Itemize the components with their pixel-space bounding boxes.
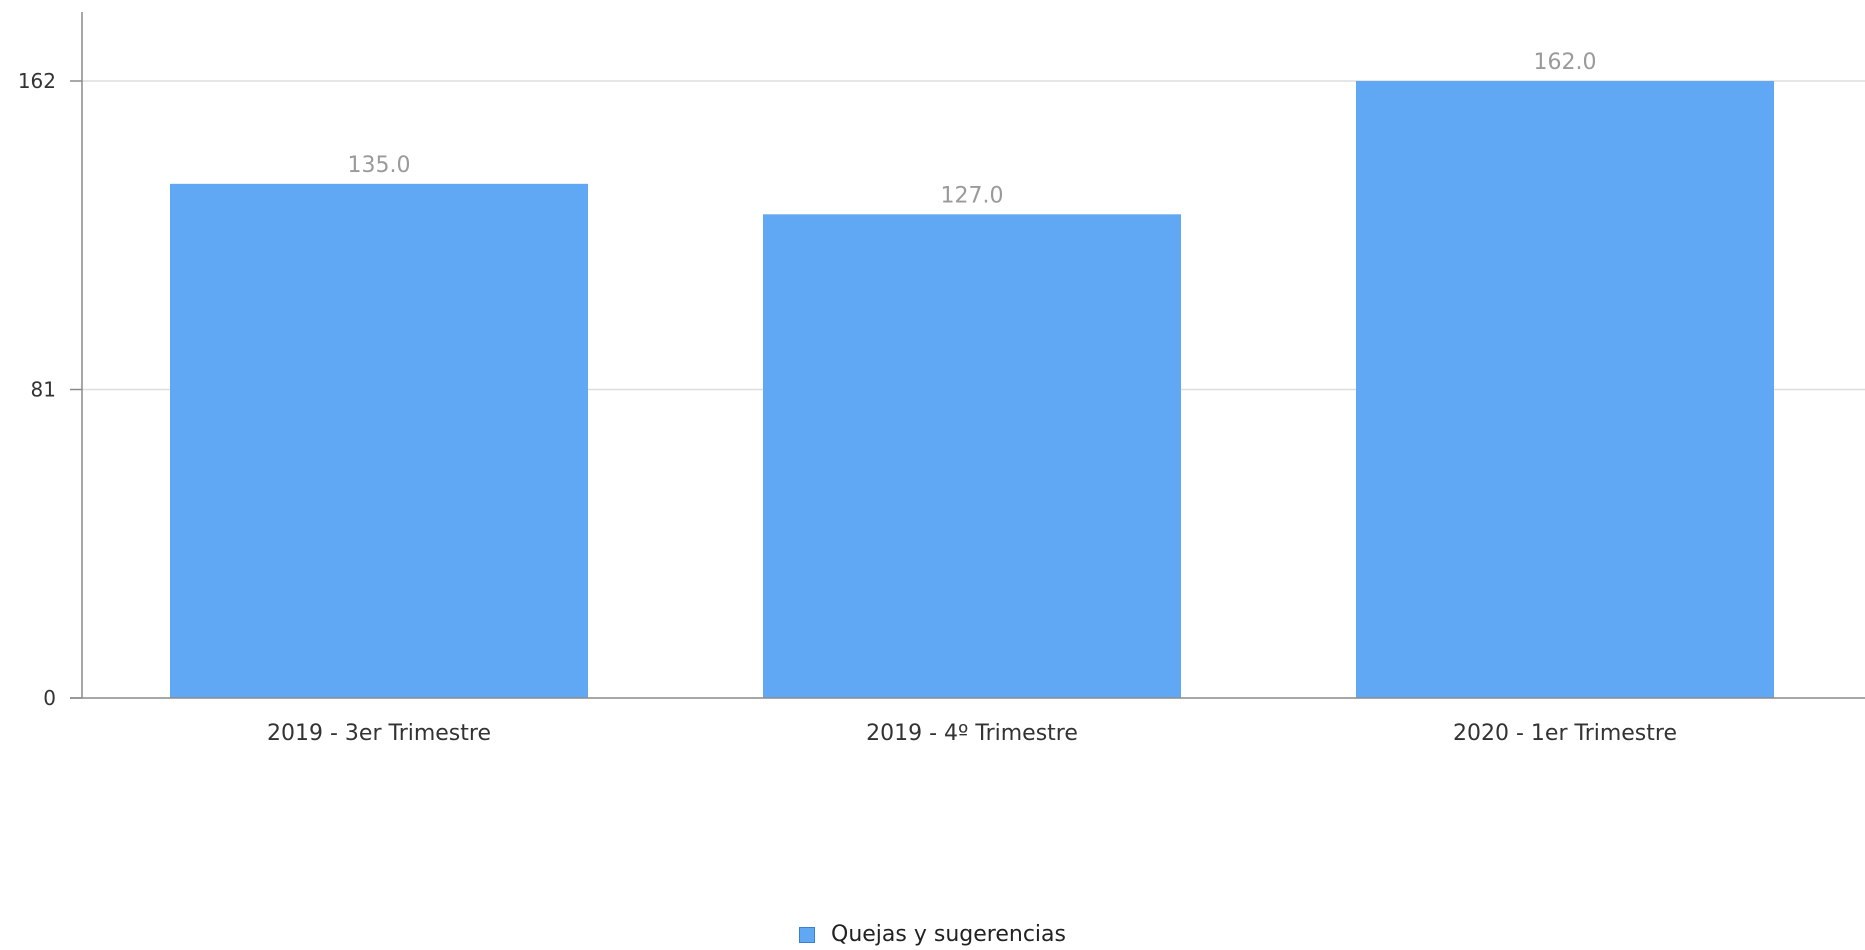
data-label: 135.0 xyxy=(348,153,411,178)
y-tick-label: 162 xyxy=(18,69,56,93)
x-tick-label: 2019 - 3er Trimestre xyxy=(267,721,491,746)
legend-label: Quejas y sugerencias xyxy=(831,922,1066,947)
x-tick-label: 2020 - 1er Trimestre xyxy=(1453,721,1677,746)
legend-swatch xyxy=(799,926,816,943)
axes xyxy=(70,12,1865,699)
bar xyxy=(763,214,1181,698)
bar xyxy=(1356,81,1774,698)
y-tick-label: 81 xyxy=(31,378,56,402)
data-label: 127.0 xyxy=(941,183,1004,208)
data-label: 162.0 xyxy=(1534,50,1597,75)
legend: Quejas y sugerencias xyxy=(0,922,1865,947)
x-tick-label: 2019 - 4º Trimestre xyxy=(866,721,1078,746)
y-tick-label: 0 xyxy=(43,686,56,710)
bar xyxy=(170,183,588,699)
labels: 0 81 162 135.0 2019 - 3er Trimestre 127.0 2019… xyxy=(18,50,1677,746)
bars xyxy=(170,81,1774,699)
